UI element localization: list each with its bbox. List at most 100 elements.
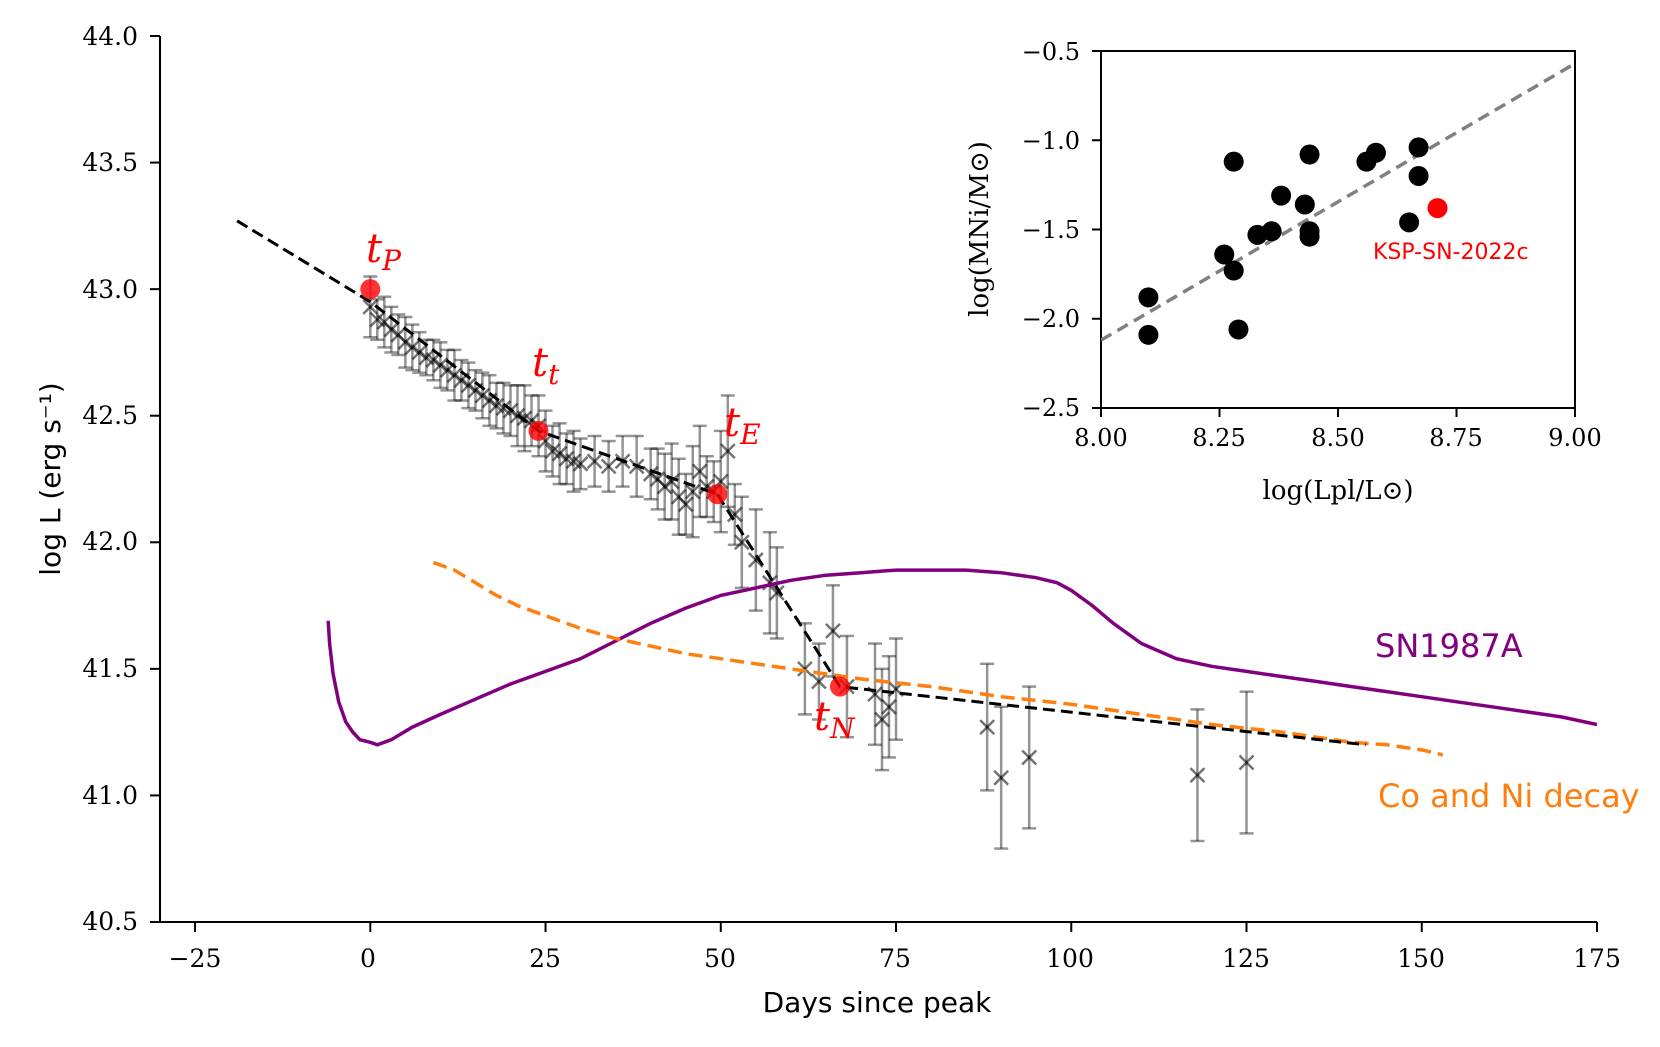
inset-point <box>1399 212 1420 233</box>
marker-stroke <box>572 455 589 472</box>
observation-marker <box>411 344 428 361</box>
inset-x-tick-label: 8.75 <box>1429 424 1482 452</box>
observation-marker <box>1021 749 1038 766</box>
observation-marker <box>768 585 785 601</box>
inset-x-tick-label: 8.00 <box>1074 424 1127 452</box>
observation-marker <box>600 458 617 475</box>
marker-stroke <box>691 463 708 480</box>
inset-x-axis-label: log(Lpl/L⊙) <box>1263 476 1414 506</box>
marker-stroke <box>733 534 750 551</box>
observation-marker <box>733 534 750 551</box>
inset-y-tick-label: −0.5 <box>1022 38 1080 66</box>
marker-stroke <box>404 339 421 356</box>
marker-stroke <box>544 443 561 460</box>
co-ni-decay-line <box>432 560 1444 757</box>
marker-stroke <box>656 478 673 495</box>
observation-marker <box>726 506 743 523</box>
marker-stroke <box>993 769 1010 786</box>
main-y-axis-label: log L (erg s⁻¹) <box>34 382 67 575</box>
marker-stroke <box>460 377 477 394</box>
marker-stroke <box>362 298 379 315</box>
marker-stroke <box>558 450 575 467</box>
main-y-tick-label: 43.0 <box>82 275 138 304</box>
epoch-label-tn: tN <box>814 694 856 745</box>
marker-stroke <box>1238 754 1255 771</box>
inset-y-ticks: −2.5 −2.0 −1.5 −1.0 −0.5 <box>1022 38 1080 422</box>
inset-y-axis-label: log(MNi/M⊙) <box>965 141 995 317</box>
inset-x-tick-label: 8.50 <box>1311 424 1364 452</box>
inset-point <box>1408 137 1429 158</box>
inset-point <box>1214 244 1235 265</box>
observation-marker <box>642 466 659 482</box>
marker-stroke <box>747 552 764 568</box>
marker-stroke <box>726 506 743 523</box>
inset-plot: 8.00 8.25 8.50 8.75 9.00 −2.5 −2.0 −1.5 … <box>965 38 1602 506</box>
inset-point <box>1138 287 1159 308</box>
main-x-ticks: −25 0 25 50 75 100 125 150 175 <box>169 944 1621 973</box>
marker-stroke <box>446 367 463 384</box>
epoch-marker <box>829 676 850 697</box>
observation-marker <box>383 321 400 338</box>
observation-marker <box>362 298 379 315</box>
inset-fit-line <box>1101 61 1575 342</box>
inset-tick-marks <box>1092 50 1576 417</box>
ksp-sn-2022c-label: KSP-SN-2022c <box>1373 240 1529 265</box>
inset-y-tick-label: −1.0 <box>1022 127 1080 155</box>
marker-stroke <box>474 387 491 404</box>
main-x-tick-label: 75 <box>879 944 911 973</box>
inset-y-tick-label: −1.5 <box>1022 216 1080 244</box>
marker-stroke <box>495 400 512 417</box>
main-x-tick-label: 50 <box>704 944 736 973</box>
marker-stroke <box>523 412 540 429</box>
marker-stroke <box>600 458 617 475</box>
observation-marker <box>719 443 736 460</box>
main-y-tick-label: 41.0 <box>82 781 138 810</box>
main-x-tick-label: 175 <box>1573 944 1621 973</box>
marker-stroke <box>516 410 533 427</box>
observation-marker <box>460 377 477 394</box>
marker-stroke <box>698 478 715 495</box>
inset-point <box>1223 260 1244 281</box>
observation-marker <box>656 478 673 495</box>
marker-stroke <box>397 334 414 351</box>
observation-marker <box>551 445 568 462</box>
observation-marker <box>979 719 996 735</box>
marker-stroke <box>797 660 813 677</box>
marker-stroke <box>642 466 659 482</box>
observation-marker <box>797 660 813 677</box>
main-x-tick-label: 100 <box>1046 944 1094 973</box>
observation-marker <box>825 623 841 639</box>
marker-stroke <box>684 483 701 500</box>
epoch-markers <box>360 279 850 697</box>
inset-x-ticks: 8.00 8.25 8.50 8.75 9.00 <box>1074 424 1601 452</box>
observation-marker <box>446 367 463 384</box>
observation-marker <box>1189 767 1206 784</box>
observation-marker <box>677 496 694 513</box>
inset-point <box>1299 226 1320 247</box>
main-y-tick-label: 44.0 <box>82 22 138 51</box>
inset-y-tick-label: −2.0 <box>1022 305 1080 333</box>
marker-stroke <box>586 453 603 470</box>
main-y-ticks: 40.5 41.0 41.5 42.0 42.5 43.0 43.5 44.0 <box>82 22 138 936</box>
main-x-tick-label: 125 <box>1222 944 1270 973</box>
sn1987a-line <box>326 568 1597 747</box>
marker-stroke <box>1021 749 1038 766</box>
inset-point <box>1223 151 1244 172</box>
main-y-tick-label: 42.0 <box>82 527 138 556</box>
marker-stroke <box>677 496 694 513</box>
ksp-sn-2022c-point <box>1427 198 1448 219</box>
marker-stroke <box>411 344 428 361</box>
inset-point <box>1271 185 1292 206</box>
inset-point <box>1299 144 1320 165</box>
observation-marker <box>881 698 897 715</box>
marker-stroke <box>488 397 505 414</box>
epoch-label-te: tE <box>724 400 761 451</box>
epoch-marker <box>360 279 381 300</box>
co-ni-annotation: Co and Ni decay <box>1378 777 1640 815</box>
epoch-label-tt: tt <box>532 340 560 391</box>
marker-stroke <box>649 471 666 487</box>
inset-point <box>1365 142 1386 163</box>
broken-line-fit <box>236 219 1366 747</box>
epoch-marker <box>528 420 549 441</box>
